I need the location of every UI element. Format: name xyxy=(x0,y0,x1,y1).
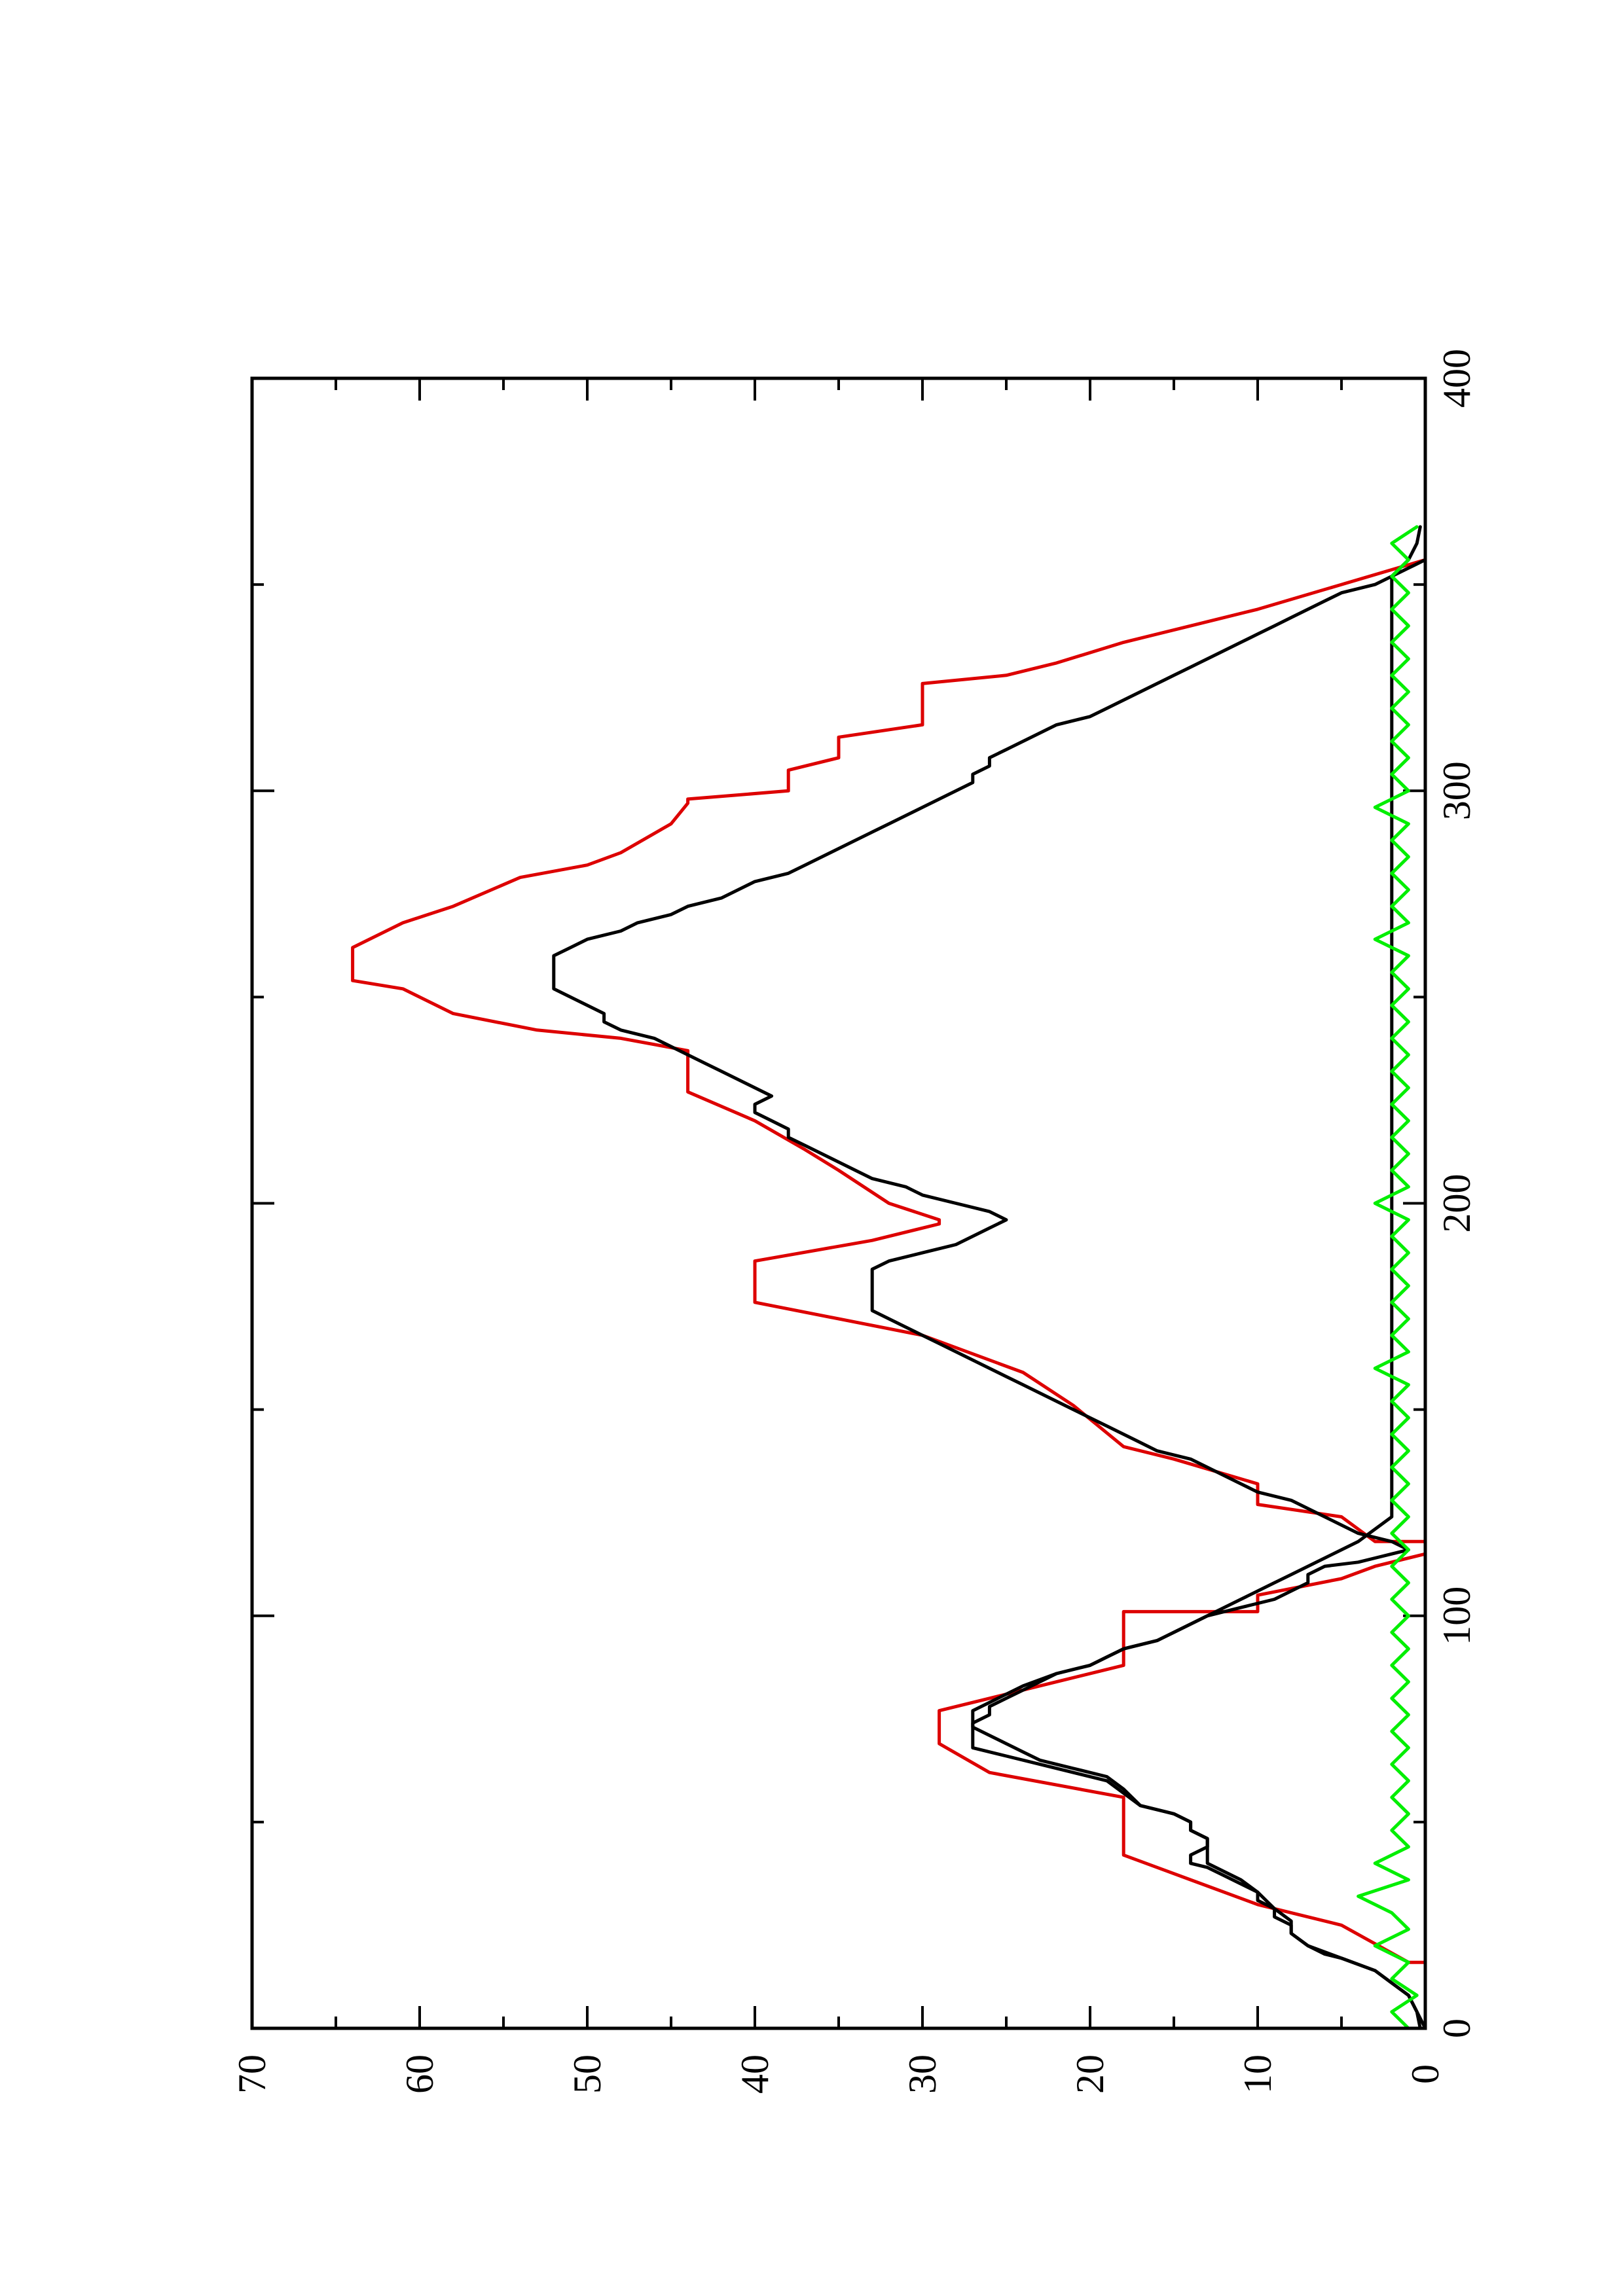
y-tick-label: 20 xyxy=(1068,2054,1112,2094)
plot-frame xyxy=(250,376,1427,2030)
series-line-3 xyxy=(552,541,1427,2030)
series-group xyxy=(351,525,1427,2030)
y-tick-label: 30 xyxy=(901,2054,944,2094)
y-tick-label: 70 xyxy=(230,2054,274,2094)
series-line-4 xyxy=(1357,525,1419,2030)
y-tick-label: 10 xyxy=(1236,2054,1279,2094)
x-tick-label: 100 xyxy=(1435,1587,1478,1645)
y-tick-label: 0 xyxy=(1404,2064,1447,2084)
x-tick-label: 200 xyxy=(1435,1174,1478,1233)
x-tick-label: 0 xyxy=(1435,2018,1478,2038)
y-tick-label: 50 xyxy=(566,2054,609,2094)
x-tick-label: 400 xyxy=(1435,349,1478,408)
tick-labels: 0 100 200 300 400 0 10 20 30 40 50 60 70 xyxy=(230,349,1478,2094)
y-tick-label: 40 xyxy=(733,2054,776,2094)
y-tick-label: 60 xyxy=(398,2054,441,2094)
x-tick-label: 300 xyxy=(1435,761,1478,820)
